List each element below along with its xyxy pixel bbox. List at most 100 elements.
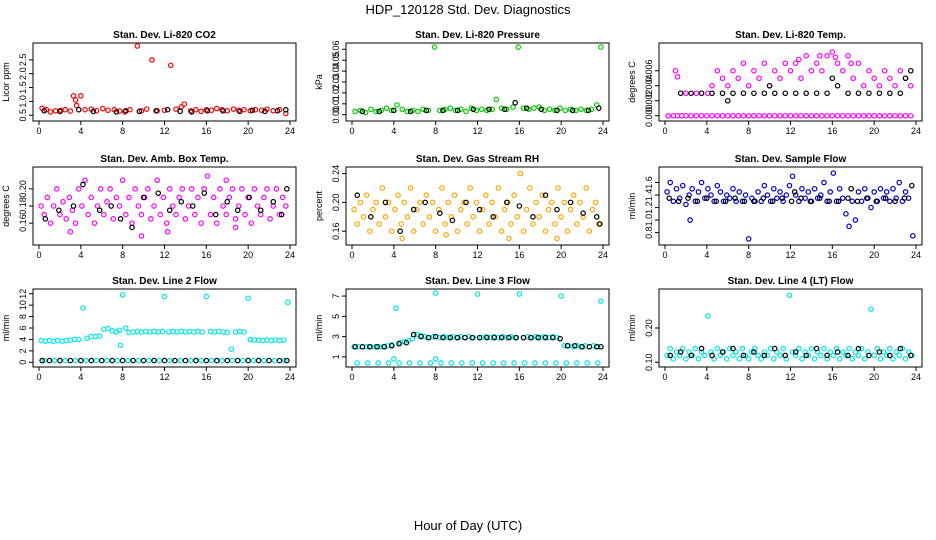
data-point — [373, 108, 379, 115]
data-point — [596, 105, 602, 111]
data-point — [113, 194, 120, 201]
data-point — [284, 357, 290, 364]
data-point — [730, 67, 736, 74]
x-tick-label: 4 — [78, 372, 83, 382]
data-point — [798, 75, 804, 82]
data-point — [511, 192, 517, 199]
data-point — [403, 339, 410, 346]
y-tick-label: 0.004 — [644, 74, 654, 97]
data-point — [732, 195, 738, 201]
data-point — [787, 112, 794, 119]
data-point — [667, 179, 674, 186]
data-point — [125, 357, 131, 364]
data-point — [850, 75, 857, 82]
data-point — [116, 108, 123, 114]
plot-frame — [345, 166, 610, 246]
data-point — [396, 340, 402, 347]
data-point — [824, 198, 830, 205]
x-tick-label: 24 — [598, 250, 608, 260]
data-point — [463, 199, 469, 206]
data-point — [364, 360, 371, 366]
data-point — [843, 211, 849, 217]
data-point — [561, 199, 568, 206]
y-axis-label: ml/min — [314, 315, 324, 342]
plot-frame — [345, 288, 610, 368]
data-point — [745, 356, 752, 362]
data-point — [63, 216, 69, 222]
data-point — [585, 107, 592, 114]
data-point — [892, 82, 898, 89]
data-point — [735, 75, 742, 82]
data-point — [366, 343, 373, 350]
data-point — [75, 186, 82, 192]
data-point — [506, 334, 512, 341]
data-point — [274, 108, 281, 114]
data-point — [224, 198, 231, 205]
x-tick-label: 12 — [159, 372, 169, 382]
data-point — [538, 106, 545, 113]
x-tick-label: 16 — [827, 372, 837, 382]
data-point — [719, 90, 726, 97]
data-point — [188, 186, 195, 192]
data-point — [782, 352, 789, 359]
data-point — [363, 192, 370, 199]
data-point — [774, 195, 780, 201]
data-point — [542, 192, 549, 199]
chart-panel: Stan. Dev. Line 3 Flow ml/min 0 4 8 12 16 20 24 1… — [314, 276, 610, 382]
y-tick-label: 0.16 — [18, 214, 28, 232]
data-point — [667, 345, 674, 352]
data-point — [554, 206, 560, 213]
data-point — [777, 112, 783, 119]
data-point — [714, 345, 721, 352]
data-point — [855, 112, 862, 119]
data-point — [407, 108, 414, 115]
data-point — [50, 203, 57, 209]
data-point — [764, 352, 771, 359]
data-point — [845, 195, 851, 201]
data-point — [683, 356, 689, 362]
data-point — [255, 357, 262, 364]
data-point — [60, 198, 66, 205]
data-point — [235, 107, 242, 114]
data-point — [698, 179, 705, 186]
data-point — [164, 228, 171, 235]
data-point — [388, 228, 395, 235]
data-point — [694, 198, 701, 205]
data-point — [422, 199, 429, 206]
data-point — [549, 334, 556, 341]
data-point — [803, 112, 809, 119]
x-tick-label: 4 — [78, 250, 83, 260]
data-point — [852, 217, 859, 223]
data-point — [57, 357, 63, 364]
data-point — [93, 357, 100, 364]
data-point — [532, 360, 538, 366]
data-point — [866, 67, 872, 74]
data-point — [426, 214, 433, 220]
data-point — [394, 102, 400, 108]
data-point — [417, 199, 423, 206]
data-point — [907, 82, 914, 89]
data-point — [761, 349, 768, 355]
data-point — [693, 112, 700, 119]
data-point — [708, 349, 714, 355]
data-point — [756, 112, 762, 119]
data-point — [902, 189, 909, 195]
data-point — [808, 112, 815, 119]
x-tick-label: 8 — [120, 372, 125, 382]
data-point — [237, 108, 243, 115]
data-point — [164, 106, 171, 113]
data-point — [105, 325, 111, 332]
data-point — [521, 360, 528, 366]
data-point — [352, 343, 358, 350]
data-point — [855, 345, 862, 352]
data-point — [724, 97, 731, 104]
data-point — [46, 357, 53, 364]
y-tick-label: 0.000 — [644, 104, 654, 127]
data-point — [440, 107, 446, 114]
data-point — [760, 195, 767, 201]
data-point — [887, 112, 893, 119]
data-point — [594, 360, 601, 366]
data-point — [391, 356, 397, 362]
data-point — [393, 305, 399, 312]
